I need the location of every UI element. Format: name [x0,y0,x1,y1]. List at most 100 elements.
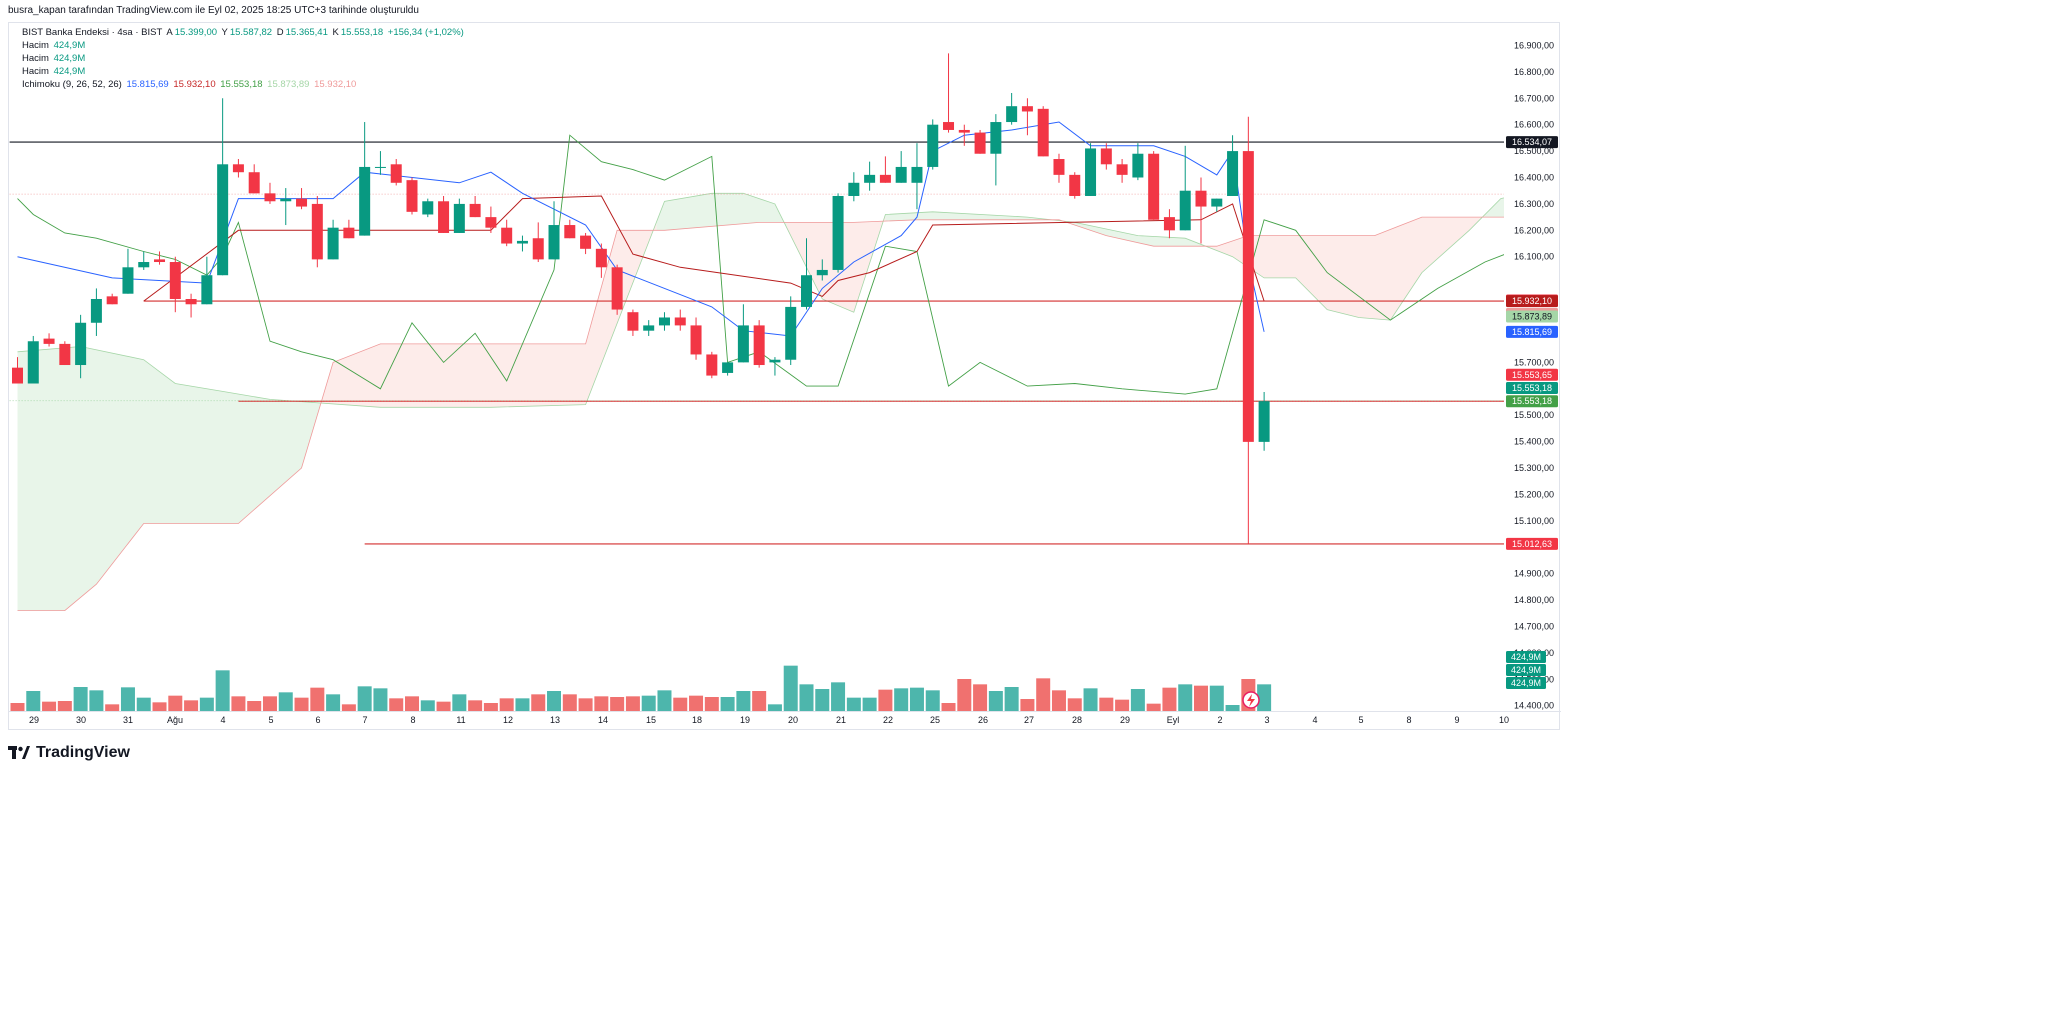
volume-bar [1099,697,1114,711]
candle-body [232,164,244,173]
volume-bar [610,697,625,711]
cloud-bullish-area [17,346,322,611]
legend-volume-label: Hacim [22,53,49,64]
volume-bar [1036,678,1051,711]
candle-body [643,325,655,331]
price-axis-tick: 14.800,00 [1514,595,1554,605]
legend-volume-row-3[interactable]: Hacim 424,9M [22,66,87,77]
volume-bar [815,689,830,711]
volume-bar [562,694,577,711]
candle-body [1037,108,1049,157]
volume-bar [657,690,672,711]
volume-bar [736,691,751,711]
candle-body [974,132,986,154]
candle-body [943,122,955,130]
candle-body [185,298,197,305]
candle-body [548,225,560,260]
price-axis-tick: 16.800,00 [1514,67,1554,77]
candle-body [1148,153,1160,220]
time-axis-tick: 29 [1120,715,1130,725]
volume-bar [73,687,88,711]
chart-frame[interactable]: 16.900,00 16.800,00 16.700,00 16.600,00 16.5… [8,22,1561,731]
time-axis-tick: 22 [883,715,893,725]
volume-bar [420,700,435,711]
candle-body [390,164,402,183]
volume-bar [499,698,514,711]
candle-body [422,201,434,215]
price-badge-bg [1506,395,1558,408]
candle-body [264,193,276,202]
candle-body [501,227,513,244]
volume-bar [547,691,562,711]
candle-body [469,203,481,218]
candle-body [359,166,371,236]
candle-body [1211,198,1223,207]
candle-body [1100,148,1112,165]
volume-bar [310,687,325,711]
volume-badge-bg [1506,664,1546,676]
legend-ohlc-row: BIST Banka Endeksi · 4sa · BIST A 15.399,… [22,27,466,38]
candle-body [801,275,812,307]
price-badge-label: 15.932,10 [1512,296,1552,306]
legend-open-value: 15.399,00 [174,27,218,38]
senkou-span-b-line [17,216,1504,611]
volume-bar [389,698,404,711]
candle-body [753,325,765,366]
time-axis-tick: 27 [1024,715,1034,725]
candle-body [327,227,339,260]
volume-bar [1162,687,1177,711]
price-badge-bg [1506,381,1558,394]
volume-bar [531,694,546,711]
price-axis-tick: 16.400,00 [1514,173,1554,183]
volume-bar [373,688,388,711]
legend-change: +156,34 (+1,02%) [387,27,464,38]
time-axis-tick: 8 [410,715,415,725]
time-axis-tick: 13 [550,715,560,725]
legend-symbol[interactable]: BIST Banka Endeksi · 4sa · BIST [22,27,163,38]
price-axis-tick: 15.100,00 [1514,516,1554,526]
legend-close-value: 15.553,18 [340,27,384,38]
volume-bar [973,684,988,711]
volume-bar [957,679,972,711]
volume-bar [783,665,798,711]
volume-bar [89,690,104,711]
volume-bar [1225,705,1240,711]
volume-bar [168,695,183,711]
candle-body [816,269,828,276]
volume-bar [199,697,214,711]
legend-volume-row-1[interactable]: Hacim 424,9M [22,40,87,51]
legend-chikou-value: 15.553,18 [220,79,263,90]
price-badge-label: 15.012,63 [1512,539,1552,549]
event-flash-icon[interactable] [1242,691,1260,709]
candle-body [12,367,23,384]
price-badge-bg [1506,310,1558,323]
volume-bar [704,697,719,711]
volume-bar [1257,684,1272,711]
volume-bar [341,704,356,711]
cloud-bullish-area [1485,197,1504,218]
candle-body [911,166,923,183]
candle-body [1242,151,1254,442]
candle-body [564,225,576,239]
cloud-bullish-area [885,211,1055,222]
candle-body [1227,151,1239,196]
volume-badge-bg [1506,651,1546,663]
volume-badge-label: 424,9M [1511,678,1541,688]
volume-bar [831,682,846,711]
candle-body [27,341,39,384]
chart-canvas[interactable]: 16.900,00 16.800,00 16.700,00 16.600,00 16.5… [9,23,1561,731]
price-pane [9,121,1504,611]
brand-name: TradingView [36,744,130,761]
volume-bar [294,697,309,711]
price-axis-tick: 15.300,00 [1514,463,1554,473]
legend-volume-value: 424,9M [53,66,86,77]
volume-bar [468,700,483,711]
time-axis-tick: 29 [29,715,39,725]
volume-bar [1209,685,1224,711]
legend-ichimoku-row[interactable]: Ichimoku (9, 26, 52, 26) 15.815,69 15.93… [22,79,358,90]
legend-volume-row-2[interactable]: Hacim 424,9M [22,53,87,64]
candle-body [1006,106,1018,123]
volume-bar [105,704,120,711]
tradingview-brand[interactable]: TradingView [8,744,130,762]
price-badge-label: 15.815,69 [1512,327,1552,337]
